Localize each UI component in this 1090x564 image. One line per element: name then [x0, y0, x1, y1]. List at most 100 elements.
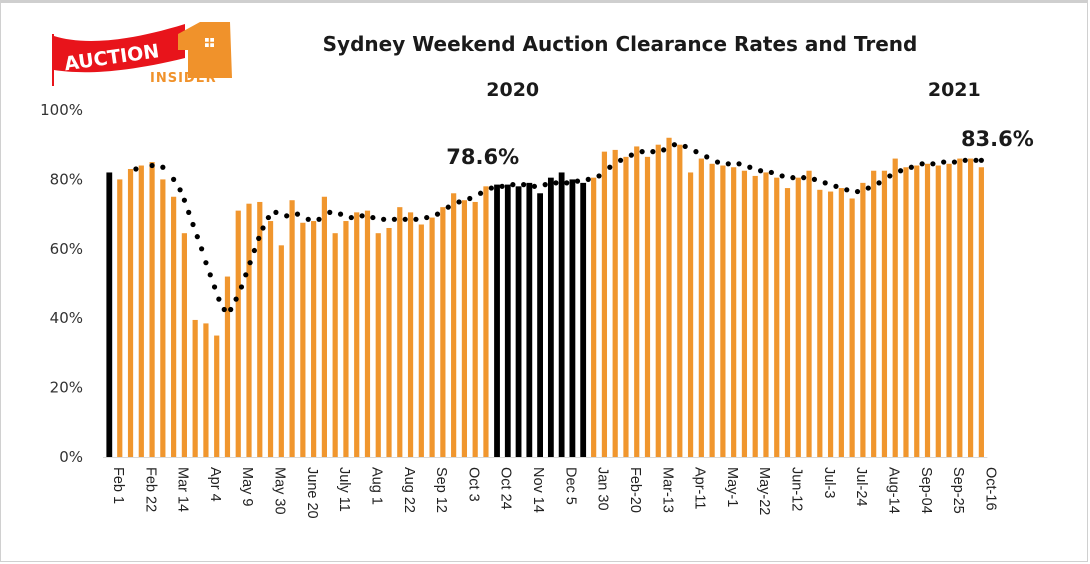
bar	[892, 158, 898, 457]
bar	[483, 186, 489, 457]
trend-point	[822, 180, 828, 186]
trend-point	[978, 157, 984, 163]
bar	[935, 165, 941, 457]
x-tick-label: Oct 24	[498, 467, 514, 510]
bar	[666, 137, 672, 457]
trend-point	[194, 234, 200, 240]
bar	[192, 319, 198, 457]
trend-point	[779, 173, 785, 179]
trend-point	[149, 162, 155, 169]
highlight-bar	[537, 193, 543, 457]
trend-point	[607, 164, 613, 170]
bar	[881, 170, 888, 458]
logo-house-icon	[178, 22, 232, 78]
x-tick-label: Dec 5	[562, 467, 578, 505]
bar	[752, 175, 758, 457]
highlight-bar	[526, 182, 533, 457]
trend-point	[413, 216, 419, 222]
trend-point	[596, 173, 602, 179]
trend-line	[133, 142, 984, 313]
bar	[957, 158, 963, 457]
bar	[418, 224, 424, 457]
y-tick-label: 100%	[40, 101, 83, 119]
trend-point	[284, 213, 290, 219]
bar	[655, 144, 661, 457]
x-tick-label: Aug 1	[368, 467, 384, 505]
trend-point	[203, 260, 209, 266]
trend-point	[133, 166, 139, 172]
bar	[181, 233, 187, 457]
trend-point	[736, 161, 742, 167]
year-labels: 2020 2021	[486, 79, 980, 101]
bar	[321, 196, 327, 457]
trend-point	[434, 211, 441, 217]
trend-point	[211, 284, 218, 290]
x-axis-labels: Feb 1 Feb 22 Mar 14 Apr 4 May 9 May 30 June 20…	[110, 467, 998, 519]
value-annotation: 78.6%	[446, 145, 519, 169]
value-annotation: 83.6%	[961, 127, 1034, 151]
bar	[871, 170, 877, 458]
trend-point	[402, 216, 408, 222]
trend-point	[704, 154, 710, 160]
x-tick-label: Feb-20	[627, 467, 643, 513]
bar	[720, 165, 726, 457]
bar	[364, 210, 371, 457]
bar	[946, 163, 952, 458]
bar	[203, 323, 209, 457]
trend-point	[542, 182, 548, 188]
y-tick-label: 20%	[50, 379, 83, 397]
bar	[817, 189, 823, 457]
x-tick-label: Jun-12	[789, 467, 805, 511]
x-tick-label: Jan 30	[595, 467, 611, 511]
trend-point	[499, 183, 505, 189]
bar	[914, 165, 920, 457]
trend-point	[260, 225, 266, 231]
trend-point	[682, 143, 688, 150]
bar	[472, 201, 478, 457]
logo-flag-pole	[52, 34, 54, 86]
trend-point	[445, 204, 451, 210]
bar	[709, 163, 715, 458]
bar	[171, 196, 177, 457]
trend-point	[930, 161, 936, 167]
bar	[838, 188, 844, 457]
trend-point	[294, 211, 301, 217]
trend-point	[256, 235, 262, 241]
trend-point	[844, 187, 850, 193]
trend-point	[908, 164, 914, 170]
trend-point	[973, 157, 979, 163]
bar	[451, 193, 457, 457]
trend-point	[833, 183, 839, 189]
bar	[160, 179, 166, 457]
trend-point	[585, 176, 591, 182]
trend-point	[305, 216, 311, 222]
year-label: 2021	[928, 79, 981, 101]
trend-point	[467, 195, 473, 202]
bar	[623, 156, 629, 457]
x-tick-label: Jul-3	[821, 467, 837, 498]
trend-point	[510, 182, 516, 188]
bar	[795, 177, 801, 457]
bar	[731, 167, 737, 457]
trend-point	[243, 272, 249, 278]
x-tick-label: Feb 1	[110, 467, 126, 504]
bar	[386, 227, 392, 457]
bar	[397, 207, 403, 457]
x-tick-label: May-1	[724, 467, 740, 507]
trend-point	[207, 272, 213, 278]
trend-point	[650, 149, 656, 155]
trend-point	[456, 199, 462, 205]
trend-point	[186, 209, 192, 215]
y-tick-label: 40%	[50, 309, 83, 327]
trend-point	[897, 168, 904, 174]
bar	[591, 177, 597, 457]
x-tick-label: Oct-16	[982, 467, 998, 511]
trend-point	[553, 180, 559, 186]
y-tick-label: 0%	[59, 448, 83, 466]
bar	[774, 177, 780, 457]
bar	[763, 172, 769, 457]
bar	[224, 276, 231, 457]
trend-point	[854, 188, 861, 195]
trend-point	[316, 216, 322, 222]
